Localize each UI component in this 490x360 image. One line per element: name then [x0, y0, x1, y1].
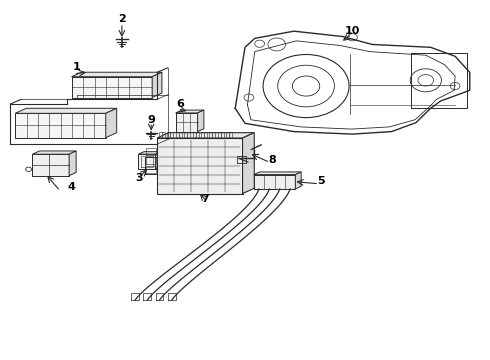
Text: 4: 4: [68, 182, 75, 192]
Polygon shape: [72, 72, 162, 77]
Polygon shape: [175, 113, 197, 132]
Polygon shape: [152, 72, 162, 98]
Polygon shape: [157, 133, 254, 138]
Polygon shape: [139, 152, 161, 154]
Polygon shape: [106, 108, 117, 138]
Polygon shape: [243, 133, 254, 194]
Polygon shape: [295, 172, 301, 189]
Polygon shape: [254, 175, 295, 189]
Text: 7: 7: [201, 194, 209, 204]
Polygon shape: [156, 152, 161, 169]
Polygon shape: [72, 77, 152, 98]
Polygon shape: [15, 113, 106, 138]
Polygon shape: [32, 154, 69, 176]
Text: 5: 5: [318, 176, 325, 186]
Polygon shape: [15, 108, 117, 113]
Text: 9: 9: [147, 114, 155, 125]
Polygon shape: [254, 172, 301, 175]
Polygon shape: [197, 110, 204, 132]
Text: 10: 10: [345, 26, 360, 36]
Polygon shape: [69, 151, 76, 176]
Polygon shape: [175, 110, 204, 113]
Text: 3: 3: [136, 173, 143, 183]
Polygon shape: [32, 151, 76, 154]
Text: 6: 6: [176, 99, 184, 109]
Text: 2: 2: [118, 14, 126, 24]
Polygon shape: [157, 138, 243, 194]
Polygon shape: [139, 154, 156, 169]
Text: 8: 8: [269, 155, 276, 165]
Text: 1: 1: [73, 62, 80, 72]
